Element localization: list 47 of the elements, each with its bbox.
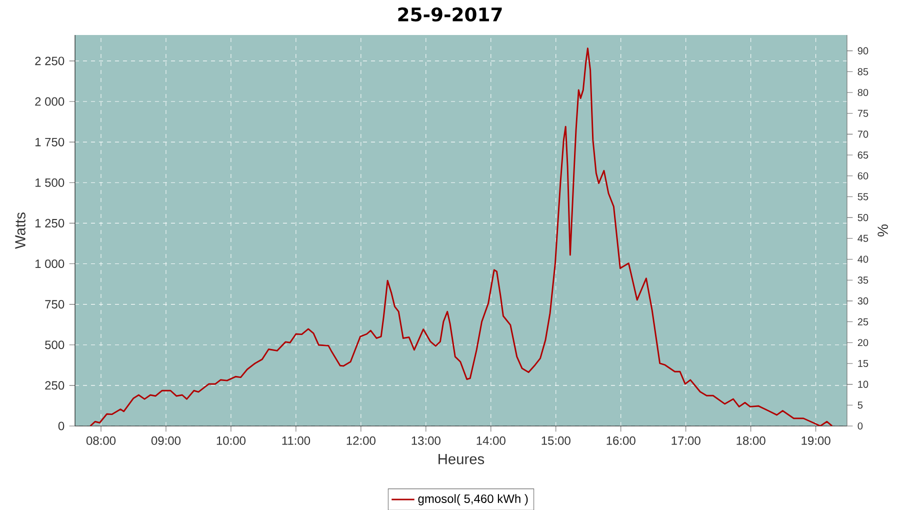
y2-axis-title: % <box>878 224 888 236</box>
x-tick-label: 16:00 <box>606 436 636 445</box>
x-tick-label: 15:00 <box>542 436 570 445</box>
y-tick-label: 0 <box>58 422 64 430</box>
y2-tick-label: 50 <box>858 214 868 221</box>
y2-tick-label: 90 <box>858 47 868 54</box>
y2-tick-label: 60 <box>858 172 868 180</box>
y2-tick-label: 30 <box>858 297 868 304</box>
y2-tick-label: 55 <box>858 193 868 200</box>
x-tick-label: 11:00 <box>282 436 310 445</box>
y-tick-label: 2 000 <box>35 97 64 106</box>
x-tick-label: 13:00 <box>412 436 440 445</box>
legend-label: gmosol( 5,460 kWh ) <box>418 494 528 506</box>
y-axis-title: Watts <box>15 212 26 249</box>
y-tick-label: 1 750 <box>36 138 64 146</box>
y2-tick-label: 75 <box>858 110 868 117</box>
x-axis-title: Heures <box>438 454 484 464</box>
x-tick-label: 17:00 <box>672 436 700 445</box>
y2-tick-label: 0 <box>858 422 863 430</box>
chart-title: 25-9-2017 <box>398 7 502 22</box>
line-series <box>90 47 833 426</box>
x-tick-label: 08:00 <box>86 436 116 445</box>
y2-tick-label: 40 <box>858 255 868 263</box>
x-tick-label: 09:00 <box>151 436 181 445</box>
y2-tick-label: 85 <box>858 68 868 75</box>
y2-tick-label: 25 <box>858 318 868 326</box>
x-tick-label: 18:00 <box>736 436 766 445</box>
y2-tick-label: 5 <box>858 401 863 408</box>
y-tick-label: 500 <box>45 340 64 349</box>
x-tick-label: 19:00 <box>802 436 830 445</box>
x-tick-label: 12:00 <box>346 436 376 445</box>
y-tick-label: 1 500 <box>36 178 64 187</box>
y2-tick-label: 15 <box>858 360 868 367</box>
y2-tick-label: 70 <box>858 130 868 138</box>
y2-tick-label: 35 <box>858 276 868 284</box>
y-tick-label: 1 000 <box>36 259 64 268</box>
y2-tick-label: 80 <box>858 88 868 96</box>
x-tick-label: 14:00 <box>476 436 506 445</box>
y2-tick-label: 20 <box>858 338 868 346</box>
y2-tick-label: 65 <box>858 151 868 158</box>
y-tick-label: 250 <box>45 380 64 390</box>
x-tick-label: 10:00 <box>216 436 246 445</box>
y2-tick-label: 45 <box>858 234 868 242</box>
y-tick-label: 750 <box>45 300 64 308</box>
y-tick-label: 1 250 <box>36 218 64 228</box>
y-tick-label: 2 250 <box>35 56 64 65</box>
y2-tick-label: 10 <box>858 380 868 388</box>
